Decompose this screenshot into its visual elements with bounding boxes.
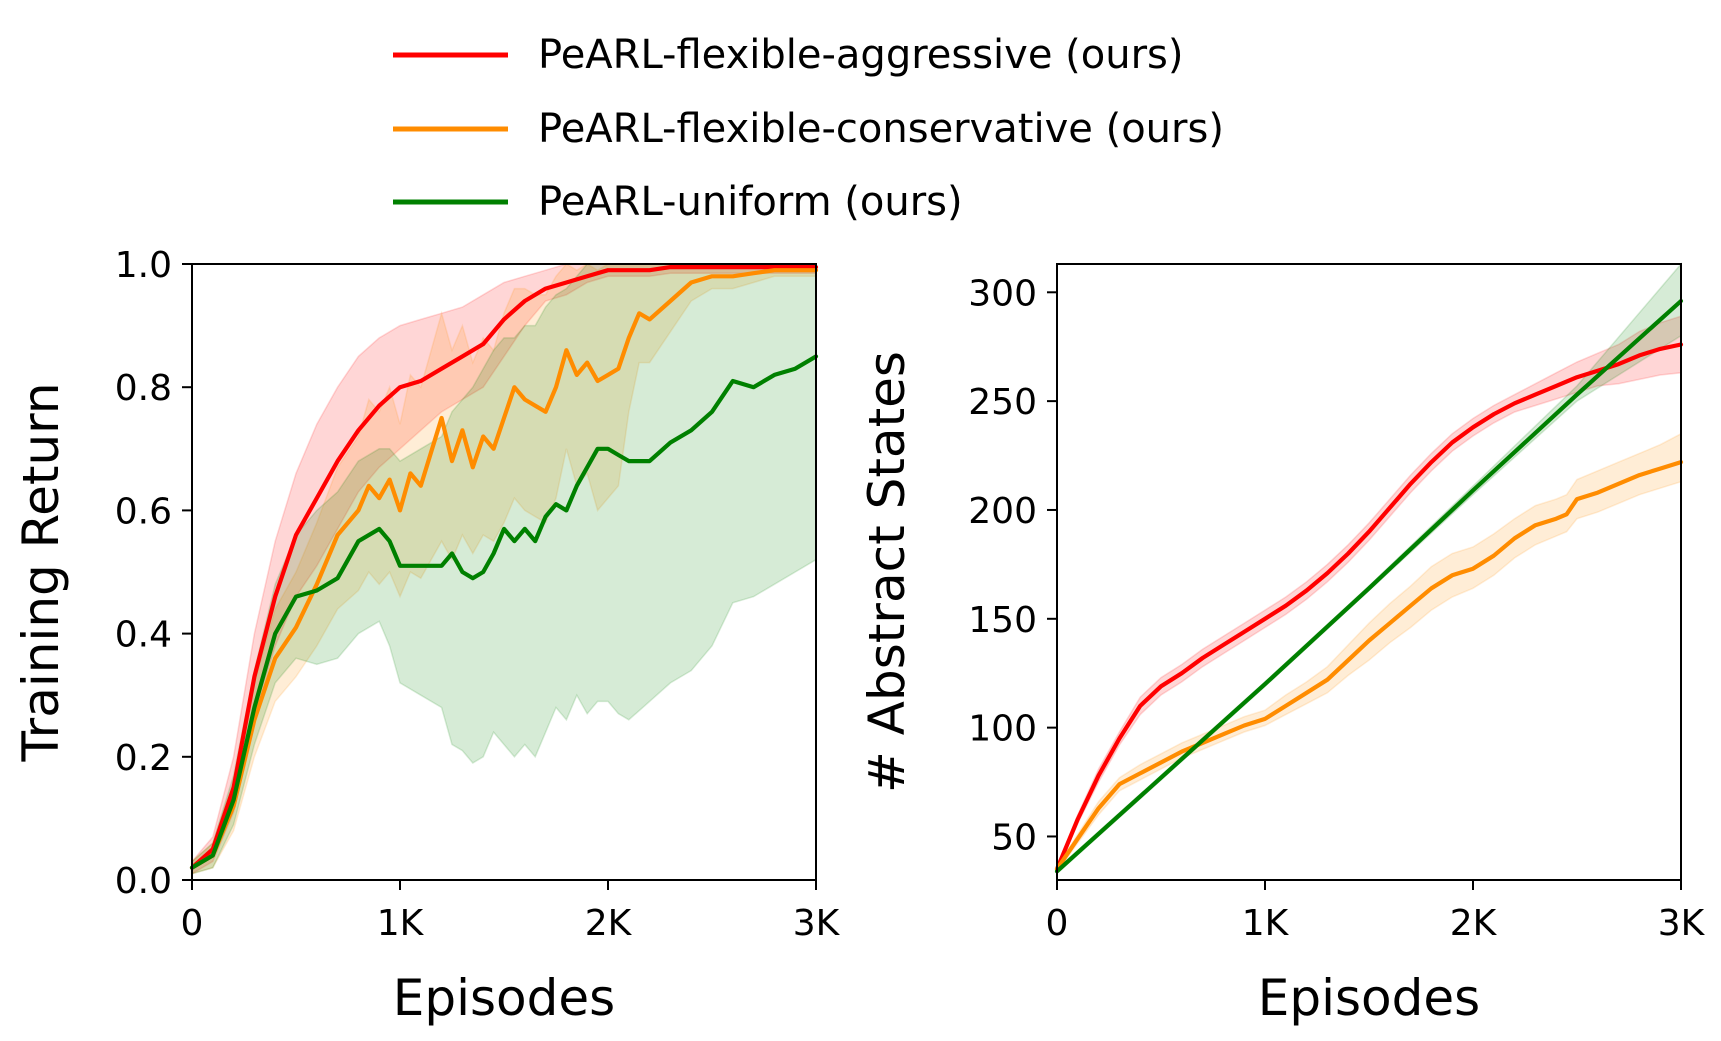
legend-label: PeARL-uniform (ours) — [538, 179, 963, 225]
series-line — [189, 354, 819, 870]
legend-entry: PeARL-uniform (ours) — [393, 179, 963, 225]
series-line — [1054, 342, 1684, 872]
series-line — [1054, 298, 1684, 874]
y-tick-label: 0.2 — [115, 738, 172, 779]
confidence-band — [1056, 261, 1682, 876]
x-axis-ticks: 0 1K 2K 3K — [1046, 880, 1706, 944]
legend-entry: PeARL-flexible-aggressive (ours) — [393, 32, 1184, 78]
y-axis-label: Training Return — [12, 382, 70, 762]
x-axis-label: Episodes — [1258, 969, 1480, 1027]
legend-label: PeARL-flexible-conservative (ours) — [538, 106, 1224, 152]
y-tick-label: 250 — [968, 382, 1037, 423]
x-tick-label: 1K — [1242, 903, 1290, 944]
y-tick-label: 1.0 — [115, 245, 172, 286]
plot-frame — [1056, 263, 1682, 881]
confidence-bands — [1056, 261, 1682, 876]
x-tick-label: 2K — [1450, 903, 1498, 944]
y-tick-label: 100 — [968, 709, 1037, 750]
confidence-band — [1056, 432, 1682, 874]
x-tick-label: 1K — [377, 903, 425, 944]
abstract-states-chart: 0 1K 2K 3K 50 100 150 200 250 300 Episodes # Abs… — [858, 261, 1706, 1027]
series-line — [189, 268, 819, 870]
series-line — [189, 265, 819, 870]
y-tick-label: 300 — [968, 273, 1037, 314]
y-tick-label: 200 — [968, 491, 1037, 532]
y-tick-label: 0.6 — [115, 491, 172, 532]
legend: PeARL-flexible-aggressive (ours) PeARL-f… — [393, 32, 1224, 225]
x-tick-label: 2K — [585, 903, 633, 944]
y-tick-label: 0.0 — [115, 861, 172, 902]
series-line — [1054, 460, 1684, 872]
x-tick-label: 0 — [1046, 903, 1069, 944]
y-tick-label: 0.4 — [115, 615, 172, 656]
training-return-chart: 0 1K 2K 3K 0.0 0.2 0.4 0.6 0.8 1.0 Episodes Trai… — [12, 245, 841, 1027]
series-lines — [1054, 298, 1684, 874]
y-tick-label: 0.8 — [115, 368, 172, 409]
x-axis-ticks: 0 1K 2K 3K — [181, 880, 841, 944]
series-lines — [189, 265, 819, 870]
x-axis-label: Episodes — [393, 969, 615, 1027]
y-axis-ticks: 50 100 150 200 250 300 — [968, 273, 1057, 858]
x-tick-label: 3K — [1658, 903, 1706, 944]
legend-label: PeARL-flexible-aggressive (ours) — [538, 32, 1184, 78]
y-tick-label: 150 — [968, 600, 1037, 641]
y-tick-label: 50 — [991, 817, 1037, 858]
y-axis-ticks: 0.0 0.2 0.4 0.6 0.8 1.0 — [115, 245, 192, 902]
legend-entry: PeARL-flexible-conservative (ours) — [393, 106, 1224, 152]
y-axis-label: # Abstract States — [858, 351, 916, 793]
plot-frame — [191, 263, 817, 881]
x-tick-label: 0 — [181, 903, 204, 944]
x-tick-label: 3K — [793, 903, 841, 944]
